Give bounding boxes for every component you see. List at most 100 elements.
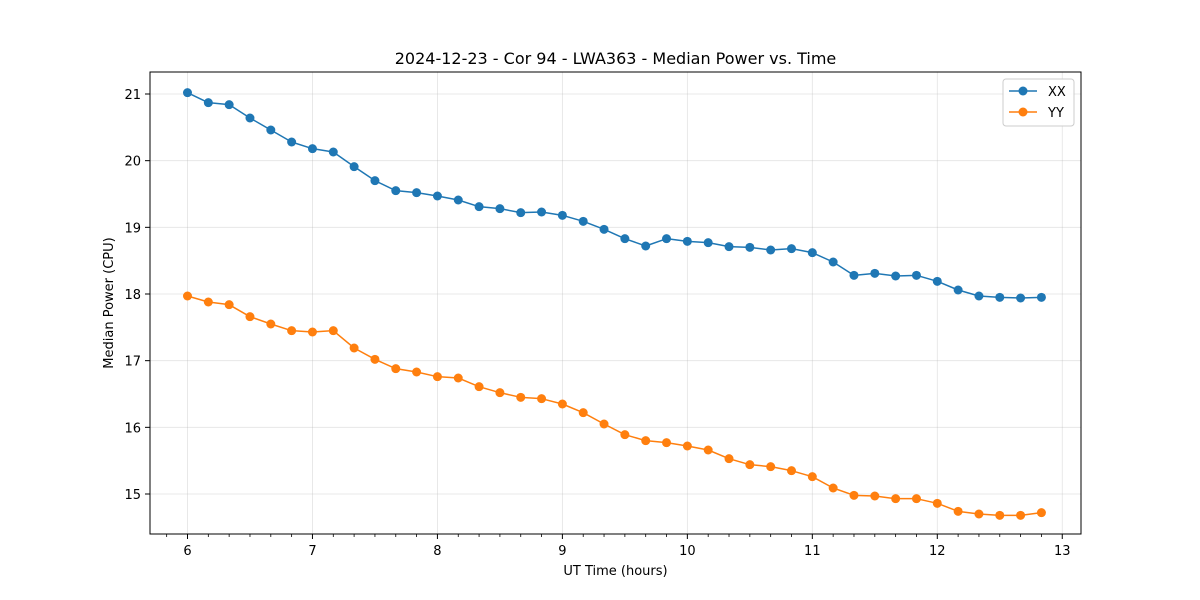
data-point-yy bbox=[641, 436, 651, 446]
data-point-xx bbox=[453, 195, 463, 205]
data-point-xx bbox=[328, 147, 338, 157]
data-point-xx bbox=[307, 144, 317, 154]
x-tick-label: 6 bbox=[183, 544, 191, 559]
data-point-yy bbox=[203, 297, 213, 307]
data-point-xx bbox=[224, 100, 234, 110]
axes: 6 7 8 9 10 11 12 13 15 16 17 18 19 20 21 bbox=[124, 88, 1070, 559]
data-point-xx bbox=[995, 292, 1005, 302]
data-point-xx bbox=[828, 257, 838, 267]
data-point-xx bbox=[287, 137, 297, 147]
legend-label-xx: XX bbox=[1048, 85, 1066, 100]
data-point-xx bbox=[245, 113, 255, 123]
data-point-yy bbox=[807, 472, 817, 482]
data-point-yy bbox=[495, 388, 505, 398]
data-point-xx bbox=[349, 162, 359, 172]
data-point-yy bbox=[953, 506, 963, 516]
x-tick-label: 7 bbox=[308, 544, 316, 559]
data-point-yy bbox=[599, 419, 609, 429]
grid bbox=[150, 72, 1081, 534]
data-point-xx bbox=[807, 248, 817, 258]
data-point-yy bbox=[974, 509, 984, 519]
data-point-xx bbox=[266, 125, 276, 135]
data-point-yy bbox=[349, 343, 359, 353]
data-point-yy bbox=[911, 494, 921, 504]
data-point-yy bbox=[516, 392, 526, 402]
data-point-yy bbox=[474, 382, 484, 392]
x-tick-label: 9 bbox=[558, 544, 566, 559]
data-point-xx bbox=[599, 224, 609, 234]
x-axis-title: UT Time (hours) bbox=[563, 564, 667, 579]
y-axis-title: Median Power (CPU) bbox=[102, 237, 117, 368]
y-tick-label: 18 bbox=[124, 288, 141, 303]
data-point-yy bbox=[703, 445, 713, 455]
data-point-yy bbox=[786, 466, 796, 476]
y-tick-label: 21 bbox=[124, 88, 141, 103]
data-point-xx bbox=[724, 242, 734, 252]
data-point-yy bbox=[537, 394, 547, 404]
legend-marker-yy bbox=[1018, 107, 1028, 117]
data-point-xx bbox=[703, 238, 713, 248]
data-point-yy bbox=[432, 372, 442, 382]
data-point-yy bbox=[287, 326, 297, 336]
data-point-yy bbox=[578, 408, 588, 418]
legend: XX YY bbox=[1002, 78, 1075, 127]
data-point-xx bbox=[412, 188, 422, 198]
data-point-xx bbox=[474, 202, 484, 212]
y-tick-label: 20 bbox=[124, 155, 141, 170]
y-tick-label: 19 bbox=[124, 221, 141, 236]
data-point-yy bbox=[849, 490, 859, 500]
data-point-xx bbox=[1016, 293, 1026, 303]
data-point-yy bbox=[1016, 510, 1026, 520]
data-point-yy bbox=[224, 300, 234, 310]
data-point-yy bbox=[557, 399, 567, 409]
data-point-yy bbox=[662, 438, 672, 448]
data-point-xx bbox=[974, 291, 984, 301]
data-point-xx bbox=[911, 270, 921, 280]
legend-marker-xx bbox=[1018, 86, 1028, 96]
data-point-xx bbox=[557, 210, 567, 220]
data-point-yy bbox=[245, 312, 255, 322]
data-point-xx bbox=[203, 98, 213, 108]
x-tick-label: 10 bbox=[679, 544, 696, 559]
chart-title: 2024-12-23 - Cor 94 - LWA363 - Median Po… bbox=[395, 49, 837, 68]
data-point-xx bbox=[662, 234, 672, 244]
data-point-xx bbox=[849, 270, 859, 280]
data-point-yy bbox=[891, 494, 901, 504]
data-point-yy bbox=[995, 510, 1005, 520]
data-point-yy bbox=[724, 454, 734, 464]
series-layer bbox=[182, 88, 1046, 520]
plot-frame bbox=[149, 71, 1082, 535]
data-point-xx bbox=[620, 234, 630, 244]
data-point-xx bbox=[391, 186, 401, 196]
data-point-xx bbox=[786, 244, 796, 254]
legend-label-yy: YY bbox=[1047, 106, 1064, 121]
y-tick-label: 15 bbox=[124, 488, 141, 503]
data-point-yy bbox=[828, 483, 838, 493]
data-point-xx bbox=[432, 191, 442, 201]
data-point-yy bbox=[620, 430, 630, 440]
data-point-xx bbox=[932, 276, 942, 286]
data-point-yy bbox=[766, 462, 776, 472]
data-point-xx bbox=[745, 242, 755, 252]
data-point-yy bbox=[328, 326, 338, 336]
data-point-yy bbox=[370, 354, 380, 364]
data-point-xx bbox=[953, 285, 963, 295]
data-point-xx bbox=[682, 236, 692, 246]
data-point-xx bbox=[870, 268, 880, 278]
data-point-yy bbox=[870, 491, 880, 501]
data-point-yy bbox=[391, 364, 401, 374]
data-point-xx bbox=[516, 208, 526, 218]
data-point-xx bbox=[766, 245, 776, 255]
y-tick-label: 16 bbox=[124, 421, 141, 436]
x-tick-label: 8 bbox=[433, 544, 441, 559]
data-point-xx bbox=[1036, 292, 1046, 302]
data-point-xx bbox=[182, 88, 192, 98]
data-point-xx bbox=[578, 216, 588, 226]
y-tick-label: 17 bbox=[124, 355, 141, 370]
data-point-yy bbox=[682, 441, 692, 451]
data-point-yy bbox=[182, 291, 192, 301]
data-point-xx bbox=[537, 207, 547, 217]
data-point-yy bbox=[412, 367, 422, 377]
x-tick-label: 13 bbox=[1054, 544, 1071, 559]
data-point-yy bbox=[307, 327, 317, 337]
